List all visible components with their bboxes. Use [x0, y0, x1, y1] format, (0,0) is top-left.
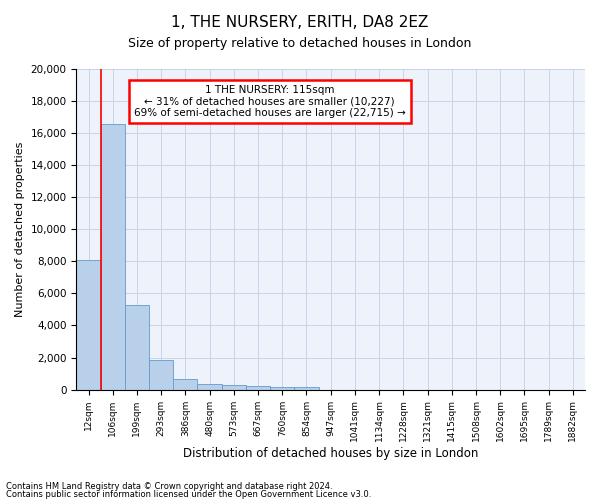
- Text: Contains public sector information licensed under the Open Government Licence v3: Contains public sector information licen…: [6, 490, 371, 499]
- Text: 1 THE NURSERY: 115sqm
← 31% of detached houses are smaller (10,227)
69% of semi-: 1 THE NURSERY: 115sqm ← 31% of detached …: [134, 85, 406, 118]
- Bar: [149, 360, 173, 390]
- Bar: [222, 385, 246, 390]
- Text: 1, THE NURSERY, ERITH, DA8 2EZ: 1, THE NURSERY, ERITH, DA8 2EZ: [172, 15, 428, 30]
- Bar: [125, 304, 149, 390]
- Y-axis label: Number of detached properties: Number of detached properties: [15, 142, 25, 317]
- X-axis label: Distribution of detached houses by size in London: Distribution of detached houses by size …: [183, 447, 478, 460]
- Text: Size of property relative to detached houses in London: Size of property relative to detached ho…: [128, 38, 472, 51]
- Bar: [197, 384, 222, 390]
- Bar: [76, 260, 101, 390]
- Text: Contains HM Land Registry data © Crown copyright and database right 2024.: Contains HM Land Registry data © Crown c…: [6, 482, 332, 491]
- Bar: [173, 379, 197, 390]
- Bar: [295, 387, 319, 390]
- Bar: [270, 386, 295, 390]
- Bar: [246, 386, 270, 390]
- Bar: [101, 124, 125, 390]
